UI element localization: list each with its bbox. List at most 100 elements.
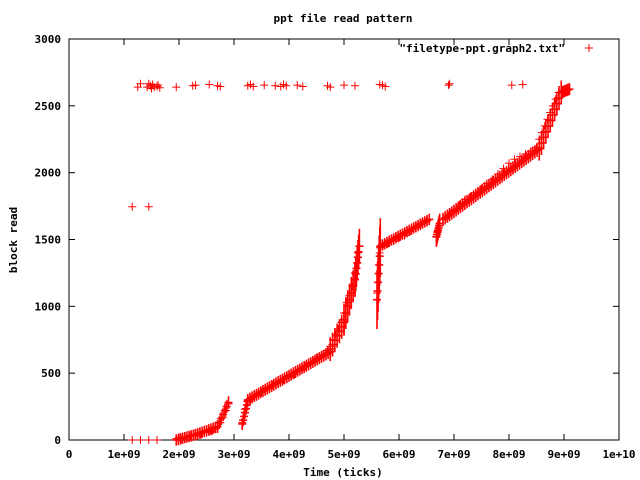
- data-point: [144, 202, 153, 211]
- data-point: [241, 405, 249, 414]
- data-point: [546, 108, 555, 117]
- data-point: [205, 80, 214, 89]
- data-point: [128, 202, 137, 211]
- data-point: [216, 418, 225, 427]
- x-tick-label: 2e+09: [162, 448, 195, 461]
- data-point: [186, 432, 194, 441]
- y-tick-label: 2000: [35, 167, 62, 180]
- legend-marker: [585, 44, 593, 52]
- data-point: [334, 325, 343, 334]
- data-point: [348, 282, 357, 291]
- y-tick-label: 500: [41, 367, 61, 380]
- data-point: [444, 211, 453, 220]
- data-point: [249, 82, 258, 91]
- data-point: [337, 318, 346, 327]
- data-point: [136, 79, 145, 88]
- data-point: [400, 231, 409, 240]
- data-point: [483, 179, 491, 188]
- dense-point-segment: [340, 263, 359, 336]
- x-tick-label: 6e+09: [382, 448, 415, 461]
- data-point: [263, 383, 271, 392]
- x-tick-label: 0: [66, 448, 73, 461]
- data-point: [219, 413, 227, 422]
- data-point: [510, 155, 519, 164]
- data-point: [301, 362, 310, 371]
- data-point: [554, 88, 563, 97]
- data-point: [221, 406, 230, 415]
- data-point: [445, 79, 454, 88]
- data-point: [527, 147, 535, 156]
- tick-marks: [68, 38, 620, 441]
- data-point: [466, 192, 475, 201]
- data-point: [136, 436, 145, 444]
- data-point: [128, 436, 137, 444]
- data-point: [279, 375, 288, 384]
- y-axis-label: block read: [7, 207, 20, 273]
- data-point: [351, 268, 359, 277]
- data-point: [274, 378, 282, 387]
- data-point: [246, 395, 255, 404]
- y-tick-label: 0: [54, 434, 61, 447]
- data-point: [268, 381, 277, 390]
- data-point: [312, 354, 321, 363]
- data-point: [144, 79, 153, 88]
- data-point: [444, 81, 453, 90]
- data-point: [494, 170, 502, 179]
- data-point: [450, 206, 458, 215]
- data-point: [433, 227, 442, 236]
- data-point: [216, 82, 225, 91]
- data-point: [389, 236, 398, 245]
- data-point: [144, 436, 153, 444]
- data-point: [521, 149, 530, 158]
- data-point: [172, 83, 181, 92]
- data-point: [562, 85, 571, 94]
- data-point: [477, 184, 486, 193]
- data-point: [540, 121, 549, 130]
- data-point: [326, 342, 335, 351]
- data-point: [353, 248, 362, 257]
- data-point: [472, 188, 480, 197]
- data-point: [488, 175, 497, 184]
- data-point: [406, 227, 414, 236]
- data-point: [323, 346, 332, 355]
- x-tick-label: 5e+09: [327, 448, 360, 461]
- data-point: [505, 159, 513, 168]
- data-point: [516, 152, 524, 161]
- data-point: [238, 418, 247, 427]
- data-point: [384, 239, 392, 248]
- data-point: [307, 358, 315, 367]
- data-point: [153, 436, 161, 444]
- data-point: [549, 101, 557, 110]
- data-point: [252, 391, 260, 400]
- data-point: [543, 115, 552, 124]
- data-point: [345, 291, 354, 300]
- data-point: [282, 81, 291, 90]
- legend-point: [585, 44, 593, 52]
- data-point: [518, 80, 527, 89]
- data-point: [191, 431, 200, 440]
- data-point: [375, 248, 384, 257]
- y-tick-label: 1500: [35, 234, 62, 247]
- legend-label: "filetype-ppt.graph2.txt": [399, 42, 565, 55]
- x-tick-label: 1e+10: [602, 448, 635, 461]
- data-point: [213, 422, 222, 431]
- data-point: [499, 164, 508, 173]
- data-point: [535, 135, 544, 144]
- x-tick-label: 7e+09: [437, 448, 470, 461]
- x-tick-label: 4e+09: [272, 448, 305, 461]
- data-point: [224, 399, 233, 408]
- x-axis-label: Time (ticks): [303, 466, 382, 479]
- y-tick-label: 3000: [35, 33, 62, 46]
- dense-point-segment: [373, 218, 385, 330]
- data-point: [296, 366, 304, 375]
- data-point: [532, 143, 541, 152]
- data-point: [298, 82, 307, 91]
- tick-labels: 0 1e+09 2e+09 3e+09 4e+09 5e+09 6e+09 7e+09 8e+0…: [35, 33, 636, 461]
- data-point: [191, 81, 200, 90]
- y-tick-label: 2500: [35, 100, 62, 113]
- x-tick-label: 3e+09: [217, 448, 250, 461]
- legend: "filetype-ppt.graph2.txt": [399, 42, 593, 55]
- data-point: [351, 81, 359, 90]
- data-point: [439, 215, 447, 224]
